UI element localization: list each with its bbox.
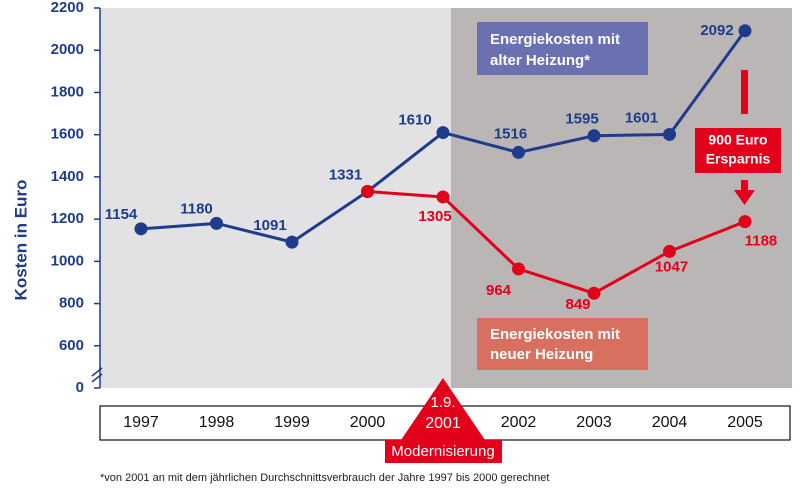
axis-break — [91, 367, 103, 383]
x-tick-label: 1998 — [199, 414, 235, 431]
data-point — [587, 286, 601, 300]
y-tick-label: 2000 — [51, 41, 84, 58]
data-label: 1047 — [655, 258, 688, 275]
data-point — [738, 24, 752, 38]
y-tick-label: 1800 — [51, 83, 84, 100]
before-panel — [100, 8, 451, 388]
annotation: 900 Euro — [708, 132, 767, 148]
data-point — [663, 244, 676, 258]
new-heating-box — [477, 318, 648, 370]
x-tick-label: 2004 — [652, 414, 688, 431]
x-tick-label: 2005 — [727, 414, 763, 431]
x-tick-label: 2001 — [425, 415, 461, 432]
data-point — [512, 145, 525, 159]
data-point — [663, 127, 676, 141]
data-label: 1601 — [625, 109, 658, 126]
series-line — [367, 189, 746, 295]
event-label: Modernisierung — [391, 443, 494, 460]
x-tick-label: 1997 — [123, 414, 159, 431]
x-tick-label: 2002 — [501, 414, 537, 431]
data-point — [436, 126, 450, 140]
data-label: 849 — [565, 296, 590, 313]
annotation: Energiekosten mit — [490, 31, 620, 48]
y-tick-label: 2200 — [51, 0, 84, 16]
savings-box — [695, 128, 781, 173]
x-tick-label: 2003 — [576, 414, 612, 431]
data-label: 964 — [486, 282, 512, 299]
annotation: alter Heizung* — [490, 52, 590, 69]
data-point — [436, 190, 450, 204]
data-label: 1595 — [565, 111, 598, 128]
y-tick-label: 0 — [76, 379, 84, 396]
data-label: 1610 — [398, 112, 431, 129]
event-date: 1.9. — [430, 394, 455, 411]
y-tick-label: 1600 — [51, 126, 84, 143]
annotation: neuer Heizung — [490, 346, 593, 363]
data-label: 2092 — [700, 22, 733, 39]
data-label: 1188 — [745, 233, 778, 250]
y-tick-label: 1200 — [51, 210, 84, 227]
y-tick-label: 800 — [59, 295, 84, 312]
y-tick-label: 1400 — [51, 168, 84, 185]
data-point — [512, 262, 525, 276]
x-tick-label: 1999 — [274, 414, 310, 431]
footnote: *von 2001 an mit dem jährlichen Durchsch… — [100, 472, 549, 484]
y-tick-label: 600 — [59, 337, 84, 354]
data-label: 1180 — [180, 200, 213, 217]
annotation: Energiekosten mit — [490, 326, 620, 343]
data-label: 1516 — [494, 125, 527, 142]
y-axis-label: Kosten in Euro — [11, 180, 30, 301]
annotation: Ersparnis — [706, 151, 771, 167]
data-point — [210, 216, 223, 230]
old-heating-box — [477, 22, 648, 75]
data-label: 1154 — [105, 206, 138, 223]
data-label: 1305 — [418, 208, 451, 225]
data-point — [587, 129, 601, 143]
marks: 1154 1180 1091 1331 1610 1516 1595 1601 2092 1305… — [105, 22, 778, 313]
data-point — [738, 215, 752, 229]
event-marker — [401, 378, 485, 440]
event-label-box — [385, 440, 502, 463]
y-tick-label: 1000 — [51, 252, 84, 269]
data-point — [361, 184, 374, 198]
arrow-head — [734, 180, 755, 205]
data-label: 1091 — [253, 217, 286, 234]
data-point — [134, 222, 148, 236]
data-point — [285, 235, 299, 249]
x-tick-label: 2000 — [350, 414, 386, 431]
data-label: 1331 — [329, 166, 362, 183]
arrow-bar — [741, 70, 748, 114]
